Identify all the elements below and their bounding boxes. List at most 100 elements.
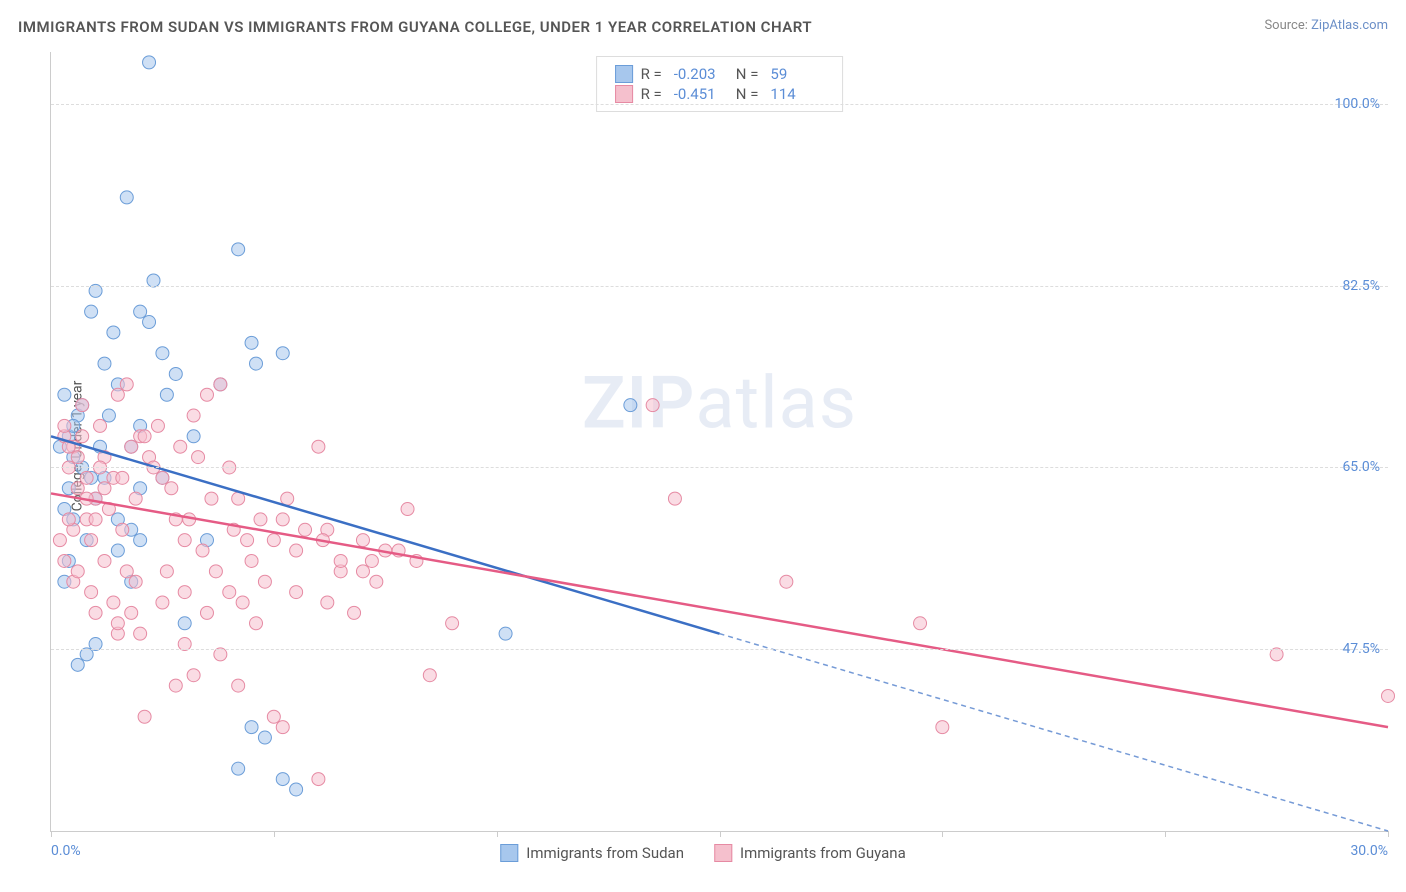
scatter-point xyxy=(94,419,107,432)
scatter-point xyxy=(205,492,218,505)
legend-row-sudan: R = -0.203 N = 59 xyxy=(615,65,825,83)
legend-row-guyana: R = -0.451 N = 114 xyxy=(615,85,825,103)
scatter-point xyxy=(58,388,71,401)
trend-line-dashed xyxy=(720,634,1389,831)
scatter-point xyxy=(156,347,169,360)
scatter-point xyxy=(187,409,200,422)
scatter-point xyxy=(71,565,84,578)
legend-swatch-sudan xyxy=(500,844,518,862)
scatter-point xyxy=(178,534,191,547)
scatter-point xyxy=(85,586,98,599)
scatter-point xyxy=(914,617,927,630)
n-label: N = xyxy=(736,65,759,83)
scatter-point xyxy=(120,565,133,578)
scatter-point xyxy=(76,430,89,443)
scatter-point xyxy=(200,388,213,401)
xtick-mark xyxy=(942,831,943,837)
scatter-point xyxy=(143,56,156,69)
scatter-point xyxy=(53,534,66,547)
scatter-point xyxy=(290,544,303,557)
scatter-point xyxy=(129,492,142,505)
scatter-point xyxy=(151,419,164,432)
scatter-point xyxy=(192,451,205,464)
scatter-point xyxy=(156,596,169,609)
scatter-point xyxy=(98,482,111,495)
xtick-mark xyxy=(1388,831,1389,837)
scatter-point xyxy=(241,534,254,547)
r-value-sudan: -0.203 xyxy=(674,65,728,83)
scatter-point xyxy=(370,575,383,588)
scatter-point xyxy=(276,347,289,360)
scatter-point xyxy=(223,586,236,599)
scatter-point xyxy=(276,721,289,734)
scatter-point xyxy=(196,544,209,557)
scatter-point xyxy=(71,451,84,464)
gridline xyxy=(51,467,1388,468)
legend-item-sudan: Immigrants from Sudan xyxy=(500,844,684,862)
scatter-point xyxy=(187,430,200,443)
source-label: Source: xyxy=(1264,18,1307,33)
n-value-sudan: 59 xyxy=(770,65,824,83)
scatter-point xyxy=(232,762,245,775)
scatter-point xyxy=(209,565,222,578)
scatter-point xyxy=(258,731,271,744)
legend-swatch-sudan xyxy=(615,65,633,83)
scatter-point xyxy=(156,471,169,484)
source-attribution: Source: ZipAtlas.com xyxy=(1264,18,1388,33)
scatter-point xyxy=(646,399,659,412)
scatter-point xyxy=(160,388,173,401)
scatter-point xyxy=(111,388,124,401)
scatter-point xyxy=(138,430,151,443)
scatter-point xyxy=(89,606,102,619)
ytick-label: 100.0% xyxy=(1335,96,1380,112)
scatter-point xyxy=(267,710,280,723)
scatter-point xyxy=(245,336,258,349)
scatter-point xyxy=(134,534,147,547)
scatter-point xyxy=(232,243,245,256)
scatter-point xyxy=(245,554,258,567)
ytick-label: 65.0% xyxy=(1342,459,1380,475)
xtick-mark xyxy=(1165,831,1166,837)
scatter-point xyxy=(62,513,75,526)
scatter-point xyxy=(232,679,245,692)
scatter-point xyxy=(111,617,124,630)
scatter-point xyxy=(134,627,147,640)
scatter-point xyxy=(107,596,120,609)
scatter-point xyxy=(365,554,378,567)
trend-line xyxy=(51,436,720,633)
scatter-point xyxy=(258,575,271,588)
scatter-point xyxy=(446,617,459,630)
scatter-point xyxy=(98,357,111,370)
r-label: R = xyxy=(641,65,662,83)
scatter-point xyxy=(160,565,173,578)
scatter-point xyxy=(348,606,361,619)
trend-line xyxy=(51,493,1388,727)
scatter-point xyxy=(401,503,414,516)
chart-title: IMMIGRANTS FROM SUDAN VS IMMIGRANTS FROM… xyxy=(18,18,812,36)
scatter-point xyxy=(80,471,93,484)
scatter-point xyxy=(129,575,142,588)
legend-swatch-guyana xyxy=(615,85,633,103)
scatter-point xyxy=(254,513,267,526)
scatter-point xyxy=(356,534,369,547)
scatter-point xyxy=(312,773,325,786)
scatter-point xyxy=(125,606,138,619)
scatter-point xyxy=(499,627,512,640)
scatter-point xyxy=(58,419,71,432)
scatter-point xyxy=(290,586,303,599)
series-legend: Immigrants from Sudan Immigrants from Gu… xyxy=(500,844,905,862)
xtick-label-left: 0.0% xyxy=(51,843,81,859)
scatter-point xyxy=(178,617,191,630)
scatter-point xyxy=(143,316,156,329)
scatter-point xyxy=(71,658,84,671)
scatter-point xyxy=(89,513,102,526)
scatter-point xyxy=(312,440,325,453)
scatter-point xyxy=(321,596,334,609)
legend-label-guyana: Immigrants from Guyana xyxy=(740,844,906,862)
scatter-point xyxy=(624,399,637,412)
scatter-point xyxy=(236,596,249,609)
scatter-point xyxy=(290,783,303,796)
scatter-point xyxy=(267,534,280,547)
source-link[interactable]: ZipAtlas.com xyxy=(1311,18,1388,33)
scatter-point xyxy=(1382,689,1395,702)
